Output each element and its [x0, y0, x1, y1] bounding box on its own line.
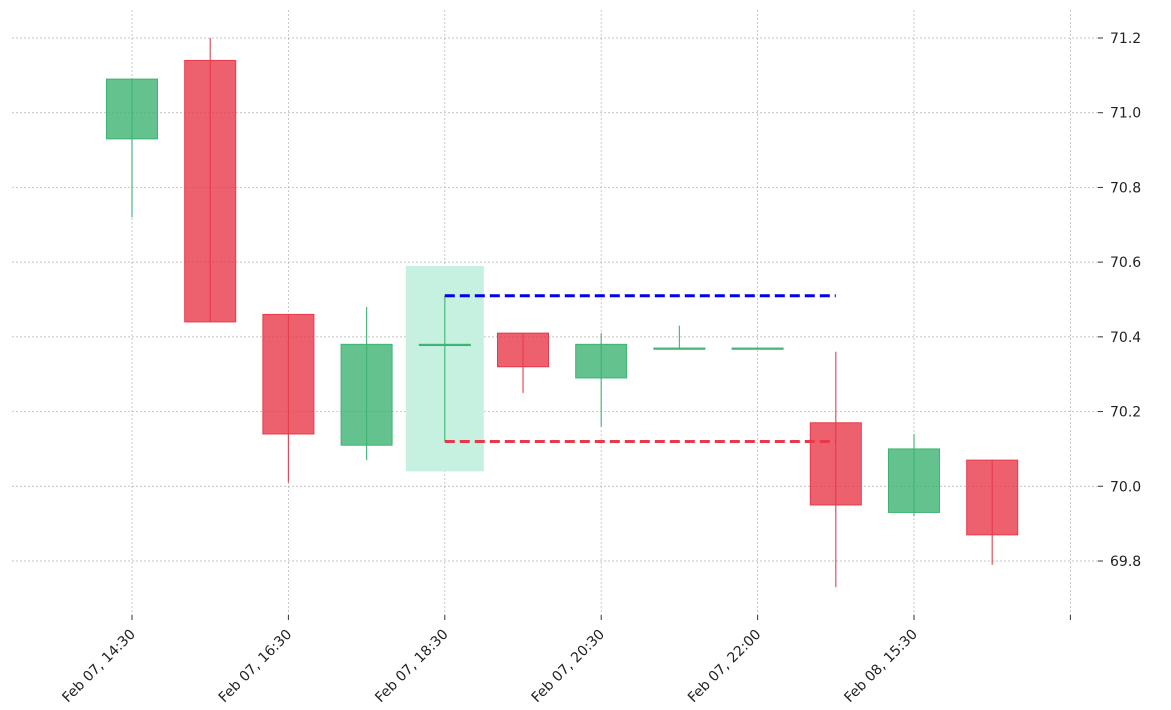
y-tick-label: 70.2 [1110, 405, 1141, 421]
candle-body-up [340, 343, 393, 446]
y-tick-label: 71.2 [1110, 31, 1141, 47]
grid [12, 10, 1098, 615]
candle-body-up [888, 448, 940, 513]
x-tick-label: Feb 07, 20:30 [529, 627, 608, 706]
x-tick-label: Feb 07, 18:30 [372, 627, 451, 706]
candle-body-up [106, 78, 158, 140]
candle-body-down [262, 313, 315, 435]
y-tick-label: 70.0 [1110, 479, 1141, 495]
candles [106, 38, 1019, 588]
candle-body-down [966, 459, 1019, 536]
x-tick-label: Feb 07, 16:30 [216, 627, 295, 706]
candle-body-down [497, 332, 549, 368]
y-tick-label: 71.0 [1110, 106, 1141, 122]
candle-body-down [809, 422, 862, 506]
x-tick-label: Feb 07, 14:30 [59, 627, 138, 706]
candle-body-up [731, 347, 784, 350]
candle-body-up [575, 343, 628, 379]
reference-lines [444, 294, 836, 443]
x-tick-label: Feb 07, 22:00 [685, 627, 764, 706]
y-tick-label: 70.6 [1110, 255, 1141, 271]
candle-body-up [418, 343, 471, 347]
x-tick-label: Feb 08, 15:30 [841, 627, 920, 706]
y-tick-label: 69.8 [1110, 554, 1141, 570]
y-tick-label: 70.4 [1110, 330, 1141, 346]
candle-body-up [653, 347, 706, 350]
candle-body-down [184, 59, 237, 323]
y-tick-label: 70.8 [1110, 180, 1141, 196]
